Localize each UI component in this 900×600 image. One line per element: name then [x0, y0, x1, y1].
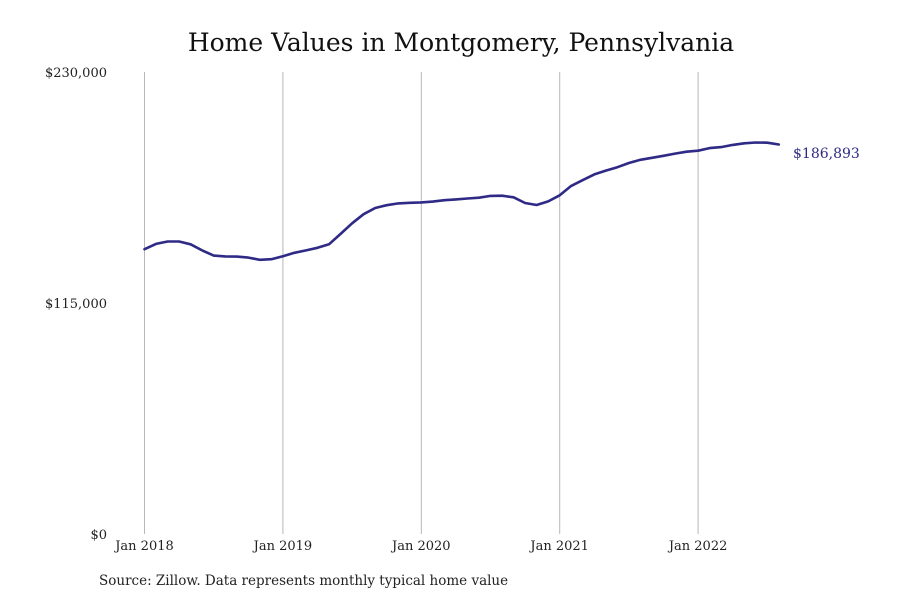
x-tick-label: Jan 2018	[113, 539, 174, 554]
home-value-line	[143, 141, 781, 262]
vertical-gridlines	[144, 72, 699, 534]
y-tick-label: $230,000	[45, 66, 107, 81]
x-axis-tick-labels: Jan 2018 Jan 2019 Jan 2020 Jan 2021 Jan 2022	[113, 539, 727, 554]
chart-title: Home Values in Montgomery, Pennsylvania	[188, 28, 734, 57]
source-note: Source: Zillow. Data represents monthly …	[99, 573, 508, 589]
y-tick-label: $0	[90, 528, 107, 543]
x-tick-label: Jan 2019	[252, 539, 313, 554]
y-tick-label: $115,000	[45, 297, 107, 312]
x-tick-label: Jan 2020	[390, 539, 451, 554]
y-axis-tick-labels: $0 $115,000 $230,000	[45, 66, 107, 543]
x-tick-label: Jan 2022	[667, 539, 728, 554]
end-value-label: $186,893	[793, 146, 860, 162]
x-tick-label: Jan 2021	[528, 539, 589, 554]
